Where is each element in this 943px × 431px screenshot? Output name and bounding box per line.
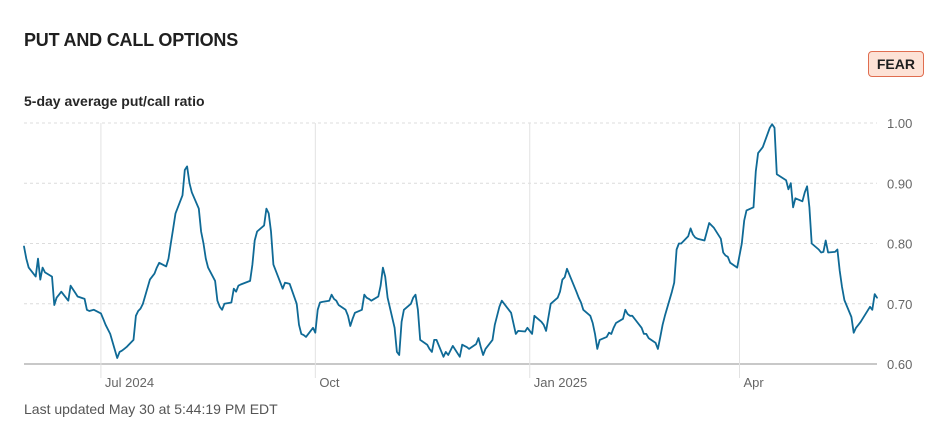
x-tick-label: Oct xyxy=(319,375,340,390)
y-axis: 1.00 0.90 0.80 0.70 0.60 xyxy=(887,116,912,372)
sentiment-badge: FEAR xyxy=(867,51,924,77)
y-tick-label: 0.80 xyxy=(887,237,912,252)
last-updated: Last updated May 30 at 5:44:19 PM EDT xyxy=(24,401,278,417)
x-axis: Jul 2024 Oct Jan 2025 Apr xyxy=(105,375,764,390)
chart-subtitle: 5-day average put/call ratio xyxy=(24,93,205,109)
chart-title: PUT AND CALL OPTIONS xyxy=(24,30,239,50)
grid-layer xyxy=(24,122,877,378)
y-tick-label: 0.60 xyxy=(887,357,912,372)
x-tick-label: Apr xyxy=(743,375,764,390)
y-tick-label: 1.00 xyxy=(887,116,912,131)
x-tick-label: Jul 2024 xyxy=(105,375,154,390)
x-tick-label: Jan 2025 xyxy=(534,375,588,390)
y-tick-label: 0.90 xyxy=(887,176,912,191)
series-layer xyxy=(23,123,878,359)
series-line xyxy=(23,123,878,359)
y-tick-label: 0.70 xyxy=(887,297,912,312)
